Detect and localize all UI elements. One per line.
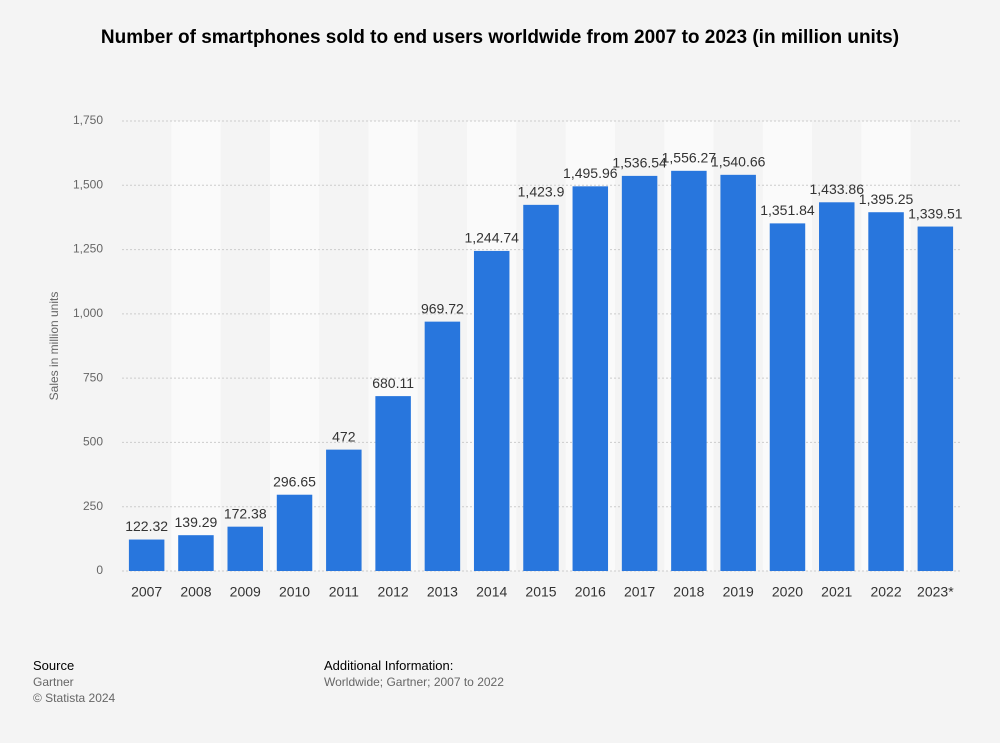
bar (621, 175, 658, 571)
x-tick-label: 2021 (821, 584, 852, 600)
bar (375, 396, 411, 571)
y-tick-label: 250 (83, 499, 103, 513)
copyright: © Statista 2024 (33, 691, 116, 705)
x-tick-label: 2007 (131, 584, 162, 600)
y-axis-label: Sales in million units (47, 292, 61, 401)
y-tick-label: 0 (96, 563, 103, 577)
info-title: Additional Information: (324, 658, 454, 673)
source-title: Source (33, 658, 75, 673)
bar (523, 204, 559, 571)
x-tick-label: 2017 (624, 584, 655, 600)
bar (671, 170, 707, 571)
info-block: Additional Information: Worldwide; Gartn… (324, 658, 504, 690)
value-label: 122.32 (125, 518, 168, 534)
bar (276, 494, 313, 571)
value-label: 680.11 (372, 375, 414, 391)
bar (917, 226, 954, 571)
value-label: 139.29 (175, 514, 218, 530)
value-label: 1,423.9 (518, 184, 565, 200)
x-tick-label: 2010 (279, 584, 310, 600)
x-tick-label: 2015 (525, 584, 556, 600)
value-label: 296.65 (273, 473, 316, 489)
x-tick-label: 2008 (180, 584, 211, 600)
x-tick-label: 2023* (917, 584, 954, 600)
chart: Sales in million units 0 250 500 750 1,000 1,2… (47, 113, 963, 600)
value-label: 1,433.86 (810, 181, 865, 197)
bar (868, 212, 904, 571)
x-tick-label: 2009 (230, 584, 261, 600)
value-label: 1,556.27 (662, 150, 717, 166)
value-label: 472 (332, 428, 356, 444)
band-stripe (171, 121, 221, 571)
x-tick-label: 2016 (575, 584, 606, 600)
bar (819, 202, 855, 571)
value-label: 1,339.51 (908, 205, 963, 221)
bar (424, 321, 461, 571)
bar (178, 535, 214, 571)
info: Worldwide; Gartner; 2007 to 2022 (324, 675, 504, 689)
bar (720, 174, 756, 571)
x-tick-label: 2020 (772, 584, 803, 600)
x-tick-label: 2019 (723, 584, 754, 600)
x-tick-label: 2022 (870, 584, 901, 600)
y-tick-label: 750 (83, 370, 103, 384)
value-label: 1,395.25 (859, 191, 914, 207)
value-label: 1,351.84 (760, 202, 815, 218)
source: Gartner (33, 675, 74, 689)
bar (227, 526, 263, 571)
value-label: 172.38 (224, 505, 267, 521)
value-label: 969.72 (421, 300, 464, 316)
chart-title: Number of smartphones sold to end users … (100, 27, 900, 48)
x-tick-label: 2014 (476, 584, 507, 600)
y-tick-label: 500 (83, 435, 103, 449)
bar (128, 539, 165, 571)
x-tick-label: 2011 (329, 584, 359, 600)
bar (572, 186, 609, 571)
value-label: 1,244.74 (464, 230, 519, 246)
bar (326, 449, 362, 571)
value-label: 1,495.96 (563, 165, 618, 181)
x-tick-label: 2013 (427, 584, 458, 600)
y-tick-label: 1,250 (73, 242, 103, 256)
y-tick-label: 1,750 (73, 113, 103, 127)
x-tick-label: 2012 (378, 584, 409, 600)
source-block: Source Gartner © Statista 2024 (33, 658, 115, 706)
bar (769, 223, 806, 571)
value-label: 1,540.66 (711, 154, 766, 170)
bar (473, 250, 510, 571)
value-label: 1,536.54 (612, 155, 667, 171)
x-tick-label: 2018 (673, 584, 704, 600)
y-tick-label: 1,500 (73, 177, 103, 191)
y-tick-label: 1,000 (73, 306, 103, 320)
